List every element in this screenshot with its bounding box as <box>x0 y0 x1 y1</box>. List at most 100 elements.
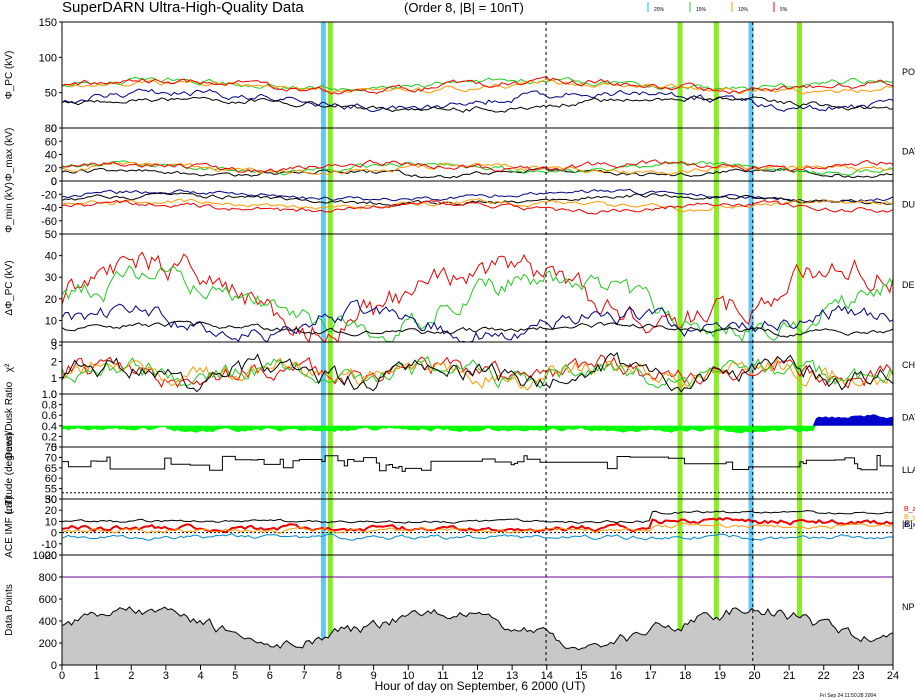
panel-right-label: DAY <box>902 413 915 423</box>
y-axis-label: χ² <box>4 363 15 372</box>
y-tick-label: 0 <box>51 660 57 672</box>
timestamp: Fri Sep 24 11:50:28 2004 <box>820 693 876 699</box>
event-marker-green <box>713 22 719 665</box>
data-points-fill <box>61 606 894 666</box>
y-axis-label: Data Points <box>4 584 15 636</box>
panel-right-label: CH <box>902 360 915 370</box>
y-tick-label: 75 <box>45 442 57 454</box>
x-tick-label: 3 <box>163 670 169 682</box>
panel-delta-phi: 50 40 30 20 10 0 ΔΦ_PC (kV) DE <box>4 229 915 349</box>
ratio-fill-blue <box>62 414 893 426</box>
event-marker-green <box>797 22 803 665</box>
x-tick-label: 23 <box>852 670 864 682</box>
y-tick-label: 0 <box>51 337 57 349</box>
y-axis-label: Latitude (degrees) <box>4 432 15 513</box>
x-tick-label: 2 <box>128 670 134 682</box>
y-tick-label: 0 <box>51 442 57 454</box>
imf-component-label: B_x <box>904 522 915 529</box>
y-tick-label: -40 <box>41 203 57 215</box>
event-marker-cyan <box>320 22 326 665</box>
y-tick-label: -20 <box>41 189 57 201</box>
trace-dark-blue <box>61 188 894 204</box>
trace-black <box>61 95 894 113</box>
panel-right-label: DAY <box>902 147 915 157</box>
trace-orange <box>61 161 894 176</box>
panel-frame <box>61 233 894 343</box>
y-tick-label: 30 <box>45 494 57 506</box>
y-tick-label: 1.0 <box>42 389 57 401</box>
x-tick-label: 14 <box>541 670 553 682</box>
legend-label: 5% <box>780 7 788 13</box>
y-tick-label: 50 <box>45 88 57 100</box>
trace-black <box>61 351 894 393</box>
x-tick-label: 19 <box>714 670 726 682</box>
x-tick-label: 10 <box>402 670 414 682</box>
legend-label: 20% <box>654 7 665 13</box>
x-tick-label: 5 <box>232 670 238 682</box>
y-tick-label: 40 <box>45 150 57 162</box>
panel-right-label: PO PO <box>902 67 915 77</box>
y-tick-label: 0 <box>51 123 57 135</box>
trace-black <box>61 320 894 338</box>
y-tick-label: 65 <box>45 463 57 475</box>
trace-dark-blue <box>61 88 894 113</box>
y-tick-label: 10 <box>45 315 57 327</box>
legend-label: 10% <box>738 7 749 13</box>
y-tick-label: 80 <box>45 123 57 135</box>
x-tick-label: 9 <box>371 670 377 682</box>
y-tick-label: 1 <box>51 373 57 385</box>
x-axis-label: Hour of day on September, 6 2000 (UT) <box>375 679 586 693</box>
trace-red <box>61 354 894 389</box>
panel-frame <box>61 446 894 500</box>
y-tick-label: -60 <box>41 216 57 228</box>
x-tick-label: 15 <box>575 670 587 682</box>
chart-legend: 20% 15% 10% 5% <box>647 2 788 13</box>
y-tick-label: 0 <box>51 176 57 188</box>
trace-green <box>61 160 894 176</box>
trace-red <box>61 251 894 344</box>
x-tick-label: 21 <box>783 670 795 682</box>
y-tick-label: -20 <box>41 550 57 562</box>
x-tick-label: 7 <box>301 670 307 682</box>
trace-orange <box>61 357 894 391</box>
y-tick-label: -10 <box>41 539 57 551</box>
panel-frame <box>61 393 894 448</box>
y-tick-label: 20 <box>45 505 57 517</box>
x-tick-label: 11 <box>437 670 448 682</box>
trace-by <box>61 522 894 534</box>
trace-red <box>61 199 894 215</box>
y-tick-label: 40 <box>45 251 57 263</box>
event-marker-green <box>327 22 333 665</box>
y-tick-label: 60 <box>45 473 57 485</box>
panel-phi-min: 0-20 -40-60 Φ_min (kV) DU <box>4 176 915 235</box>
x-tick-label: 16 <box>610 670 622 682</box>
trace-bx <box>61 533 894 541</box>
y-tick-label: 55 <box>45 484 57 496</box>
x-tick-label: 4 <box>197 670 203 682</box>
y-axis-label: ACE IMF (nT) <box>4 496 15 558</box>
y-tick-label: 800 <box>39 572 57 584</box>
trace-red <box>61 76 894 95</box>
panel-right-label: DE <box>902 280 915 290</box>
panel-frame <box>61 127 894 182</box>
panel-right-label: |B| <box>902 519 913 529</box>
x-tick-label: 22 <box>818 670 830 682</box>
y-tick-label: 30 <box>45 272 57 284</box>
imf-component-label: B_y <box>904 514 915 521</box>
panel-right-label: NP <box>902 602 915 612</box>
panel-phi-pc: 150 100 50 0 Φ_PC (kV) PO PO <box>4 17 915 135</box>
legend-label: 15% <box>696 7 707 13</box>
y-tick-label: 3 <box>51 340 57 352</box>
y-tick-label: 0.6 <box>42 410 57 422</box>
y-tick-label: 600 <box>39 594 57 606</box>
imf-component-label: B_z <box>904 506 915 513</box>
y-tick-label: 50 <box>45 229 57 241</box>
y-axis-label: Φ_min (kV) <box>4 182 15 233</box>
panel-right-label: LLA <box>902 465 915 475</box>
y-tick-label: 0 <box>51 389 57 401</box>
chart-title: SuperDARN Ultra-High-Quality Data <box>62 0 304 16</box>
y-tick-label: 0.8 <box>42 400 57 412</box>
x-tick-label: 24 <box>887 670 899 682</box>
